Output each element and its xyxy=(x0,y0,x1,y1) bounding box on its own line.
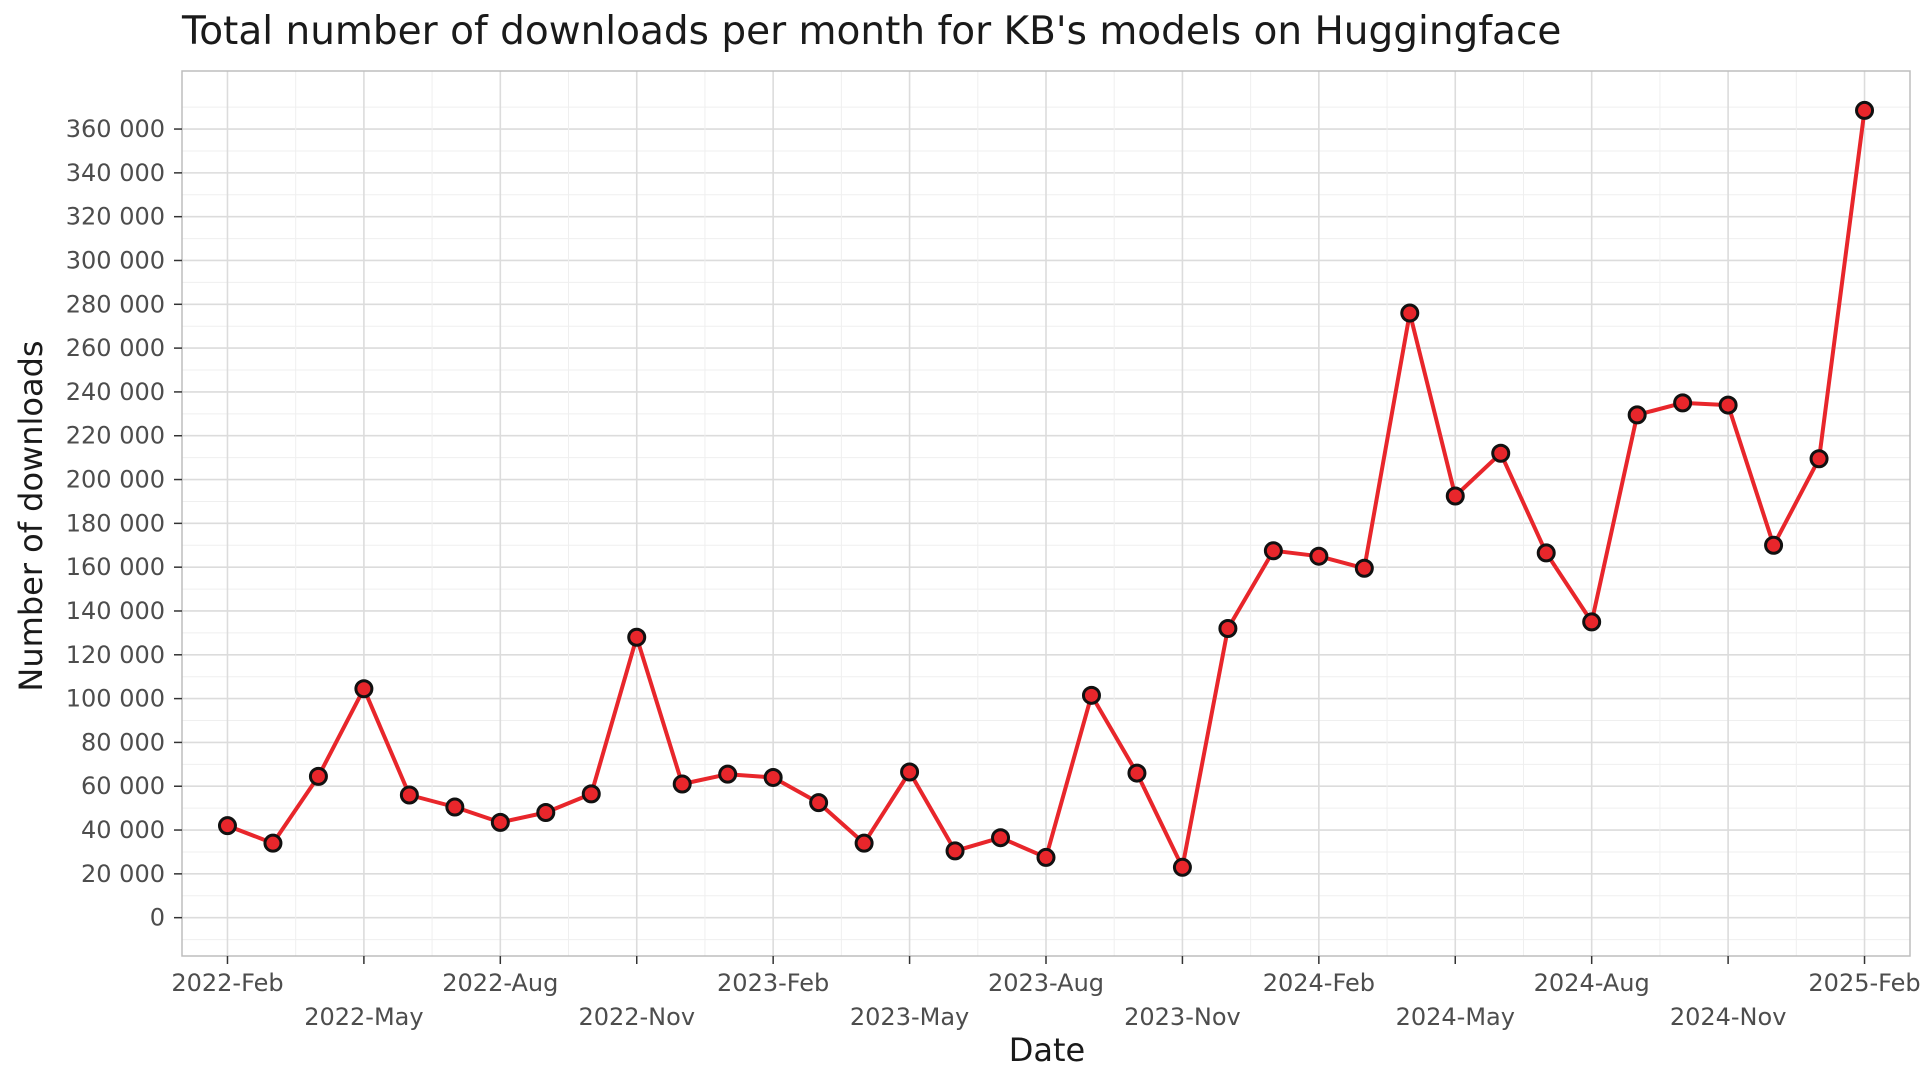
data-point xyxy=(1582,612,1602,632)
data-point xyxy=(1445,486,1465,506)
data-point xyxy=(1218,619,1238,639)
grid-layer xyxy=(181,70,1911,957)
data-point xyxy=(263,833,283,853)
data-point xyxy=(1127,763,1147,783)
data-point xyxy=(763,767,783,787)
plot-layer xyxy=(217,100,1875,877)
y-tick-label: 280 000 xyxy=(66,290,165,318)
x-tick-label: 2022-Feb xyxy=(171,969,283,997)
data-point xyxy=(672,774,692,794)
data-point xyxy=(1036,847,1056,867)
data-point xyxy=(718,764,738,784)
data-point xyxy=(399,785,419,805)
data-point xyxy=(1263,541,1283,561)
chart-title: Total number of downloads per month for … xyxy=(181,9,1561,54)
y-tick-label: 300 000 xyxy=(66,246,165,274)
data-point xyxy=(991,828,1011,848)
data-point xyxy=(1809,449,1829,469)
data-point xyxy=(536,803,556,823)
y-tick-label: 260 000 xyxy=(66,334,165,362)
data-point xyxy=(900,762,920,782)
x-tick-label: 2024-Nov xyxy=(1670,1003,1787,1031)
data-point xyxy=(1718,395,1738,415)
data-point xyxy=(854,833,874,853)
y-tick-label: 80 000 xyxy=(81,728,165,756)
y-tick-label: 220 000 xyxy=(66,422,165,450)
axis-layer: 0 20 000 40 000 60 000 80 000 100 000 120 000 1… xyxy=(66,115,1920,1031)
x-tick-label: 2024-May xyxy=(1396,1003,1515,1031)
data-point xyxy=(1673,393,1693,413)
x-tick-label: 2022-Aug xyxy=(442,969,558,997)
data-point xyxy=(1354,558,1374,578)
x-tick-label: 2023-Feb xyxy=(717,969,829,997)
y-tick-label: 340 000 xyxy=(66,159,165,187)
data-point xyxy=(1536,543,1556,563)
data-point xyxy=(354,679,374,699)
x-tick-label: 2023-Nov xyxy=(1124,1003,1241,1031)
x-tick-label: 2024-Aug xyxy=(1534,969,1650,997)
x-tick-label: 2024-Feb xyxy=(1263,969,1375,997)
x-tick-label: 2023-Aug xyxy=(988,969,1104,997)
y-tick-label: 320 000 xyxy=(66,203,165,231)
y-tick-label: 40 000 xyxy=(81,816,165,844)
data-point xyxy=(945,841,965,861)
data-point xyxy=(627,627,647,647)
data-point xyxy=(1627,405,1647,425)
y-tick-label: 200 000 xyxy=(66,466,165,494)
data-point xyxy=(1764,535,1784,555)
x-tick-label: 2023-May xyxy=(850,1003,969,1031)
y-axis-title: Number of downloads xyxy=(12,340,50,691)
y-tick-label: 180 000 xyxy=(66,509,165,537)
y-tick-label: 60 000 xyxy=(81,772,165,800)
y-tick-label: 360 000 xyxy=(66,115,165,143)
data-point xyxy=(1172,857,1192,877)
data-point xyxy=(490,812,510,832)
x-tick-label: 2022-Nov xyxy=(578,1003,695,1031)
data-point xyxy=(1309,546,1329,566)
data-point xyxy=(1400,303,1420,323)
y-tick-label: 140 000 xyxy=(66,597,165,625)
y-tick-label: 160 000 xyxy=(66,553,165,581)
data-point xyxy=(1855,100,1875,120)
data-point xyxy=(217,816,237,836)
data-point xyxy=(445,797,465,817)
x-tick-label: 2022-May xyxy=(304,1003,423,1031)
data-point xyxy=(308,766,328,786)
y-tick-label: 20 000 xyxy=(81,860,165,888)
y-tick-label: 100 000 xyxy=(66,685,165,713)
data-point xyxy=(1491,443,1511,463)
data-point xyxy=(1081,685,1101,705)
y-tick-label: 0 xyxy=(150,904,165,932)
x-axis-title: Date xyxy=(1009,1031,1085,1069)
y-tick-label: 240 000 xyxy=(66,378,165,406)
x-tick-label: 2025-Feb xyxy=(1808,969,1920,997)
y-tick-label: 120 000 xyxy=(66,641,165,669)
data-point xyxy=(581,784,601,804)
data-point xyxy=(809,793,829,813)
